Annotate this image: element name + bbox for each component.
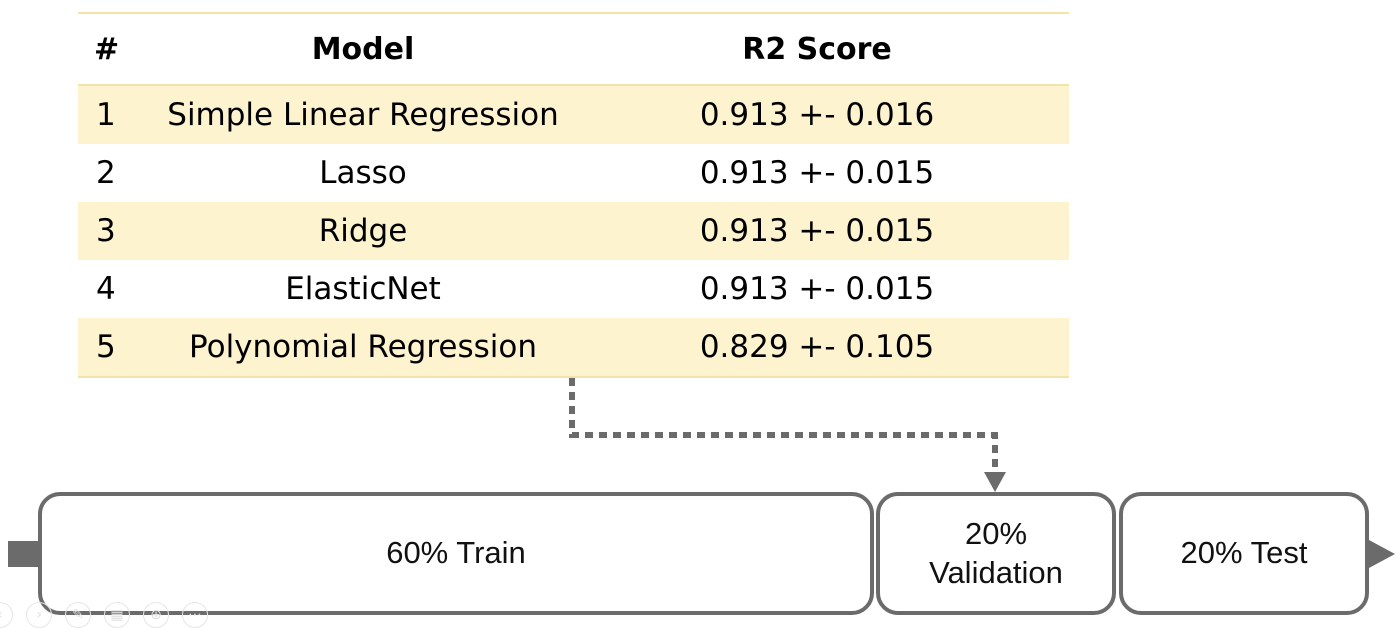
pen-icon[interactable]: ✎ bbox=[65, 602, 91, 628]
validation-percent: 20% bbox=[964, 515, 1028, 551]
row-num: 1 bbox=[96, 97, 116, 133]
table-row: 1 Simple Linear Regression 0.913 +- 0.01… bbox=[78, 86, 1069, 144]
connector-line bbox=[569, 378, 998, 474]
validation-word: Validation bbox=[929, 554, 1063, 590]
results-table: # Model R2 Score 1 Simple Linear Regress… bbox=[78, 12, 1069, 378]
row-num: 2 bbox=[96, 155, 116, 191]
train-label: 60% Train bbox=[386, 535, 526, 571]
validation-label: 20% Validation bbox=[929, 515, 1063, 593]
row-num: 5 bbox=[96, 329, 116, 365]
table-row: 5 Polynomial Regression 0.829 +- 0.105 bbox=[78, 318, 1069, 378]
table-row: 2 Lasso 0.913 +- 0.015 bbox=[78, 144, 1069, 202]
timeline-start-stub bbox=[8, 541, 40, 567]
header-score: R2 Score bbox=[742, 31, 892, 67]
table-row: 4 ElasticNet 0.913 +- 0.015 bbox=[78, 260, 1069, 318]
header-model: Model bbox=[311, 31, 415, 67]
validation-box: 20% Validation bbox=[876, 492, 1116, 615]
row-num: 4 bbox=[96, 271, 116, 307]
row-score: 0.913 +- 0.015 bbox=[699, 213, 935, 249]
row-model: Ridge bbox=[318, 213, 408, 249]
train-box: 60% Train bbox=[38, 492, 874, 615]
row-model: ElasticNet bbox=[285, 271, 441, 307]
row-model: Simple Linear Regression bbox=[167, 97, 559, 133]
table-row: 3 Ridge 0.913 +- 0.015 bbox=[78, 202, 1069, 260]
row-score: 0.913 +- 0.016 bbox=[699, 97, 935, 133]
header-num: # bbox=[94, 31, 120, 67]
next-icon[interactable]: › bbox=[26, 602, 52, 628]
presentation-toolbar: ‹ › ✎ ▦ ⊕ ⋯ bbox=[0, 602, 208, 628]
row-score: 0.829 +- 0.105 bbox=[699, 329, 935, 365]
row-score: 0.913 +- 0.015 bbox=[699, 155, 935, 191]
timeline-arrow-icon bbox=[1369, 540, 1395, 568]
more-icon[interactable]: ⋯ bbox=[182, 602, 208, 628]
zoom-icon[interactable]: ⊕ bbox=[143, 602, 169, 628]
table-header-row: # Model R2 Score bbox=[78, 14, 1069, 86]
grid-icon[interactable]: ▦ bbox=[104, 602, 130, 628]
prev-icon[interactable]: ‹ bbox=[0, 602, 13, 628]
row-model: Lasso bbox=[319, 155, 407, 191]
row-model: Polynomial Regression bbox=[189, 329, 537, 365]
test-label: 20% Test bbox=[1180, 535, 1308, 571]
row-score: 0.913 +- 0.015 bbox=[699, 271, 935, 307]
row-num: 3 bbox=[96, 213, 116, 249]
connector-arrowhead bbox=[984, 472, 1006, 492]
test-box: 20% Test bbox=[1119, 492, 1369, 615]
